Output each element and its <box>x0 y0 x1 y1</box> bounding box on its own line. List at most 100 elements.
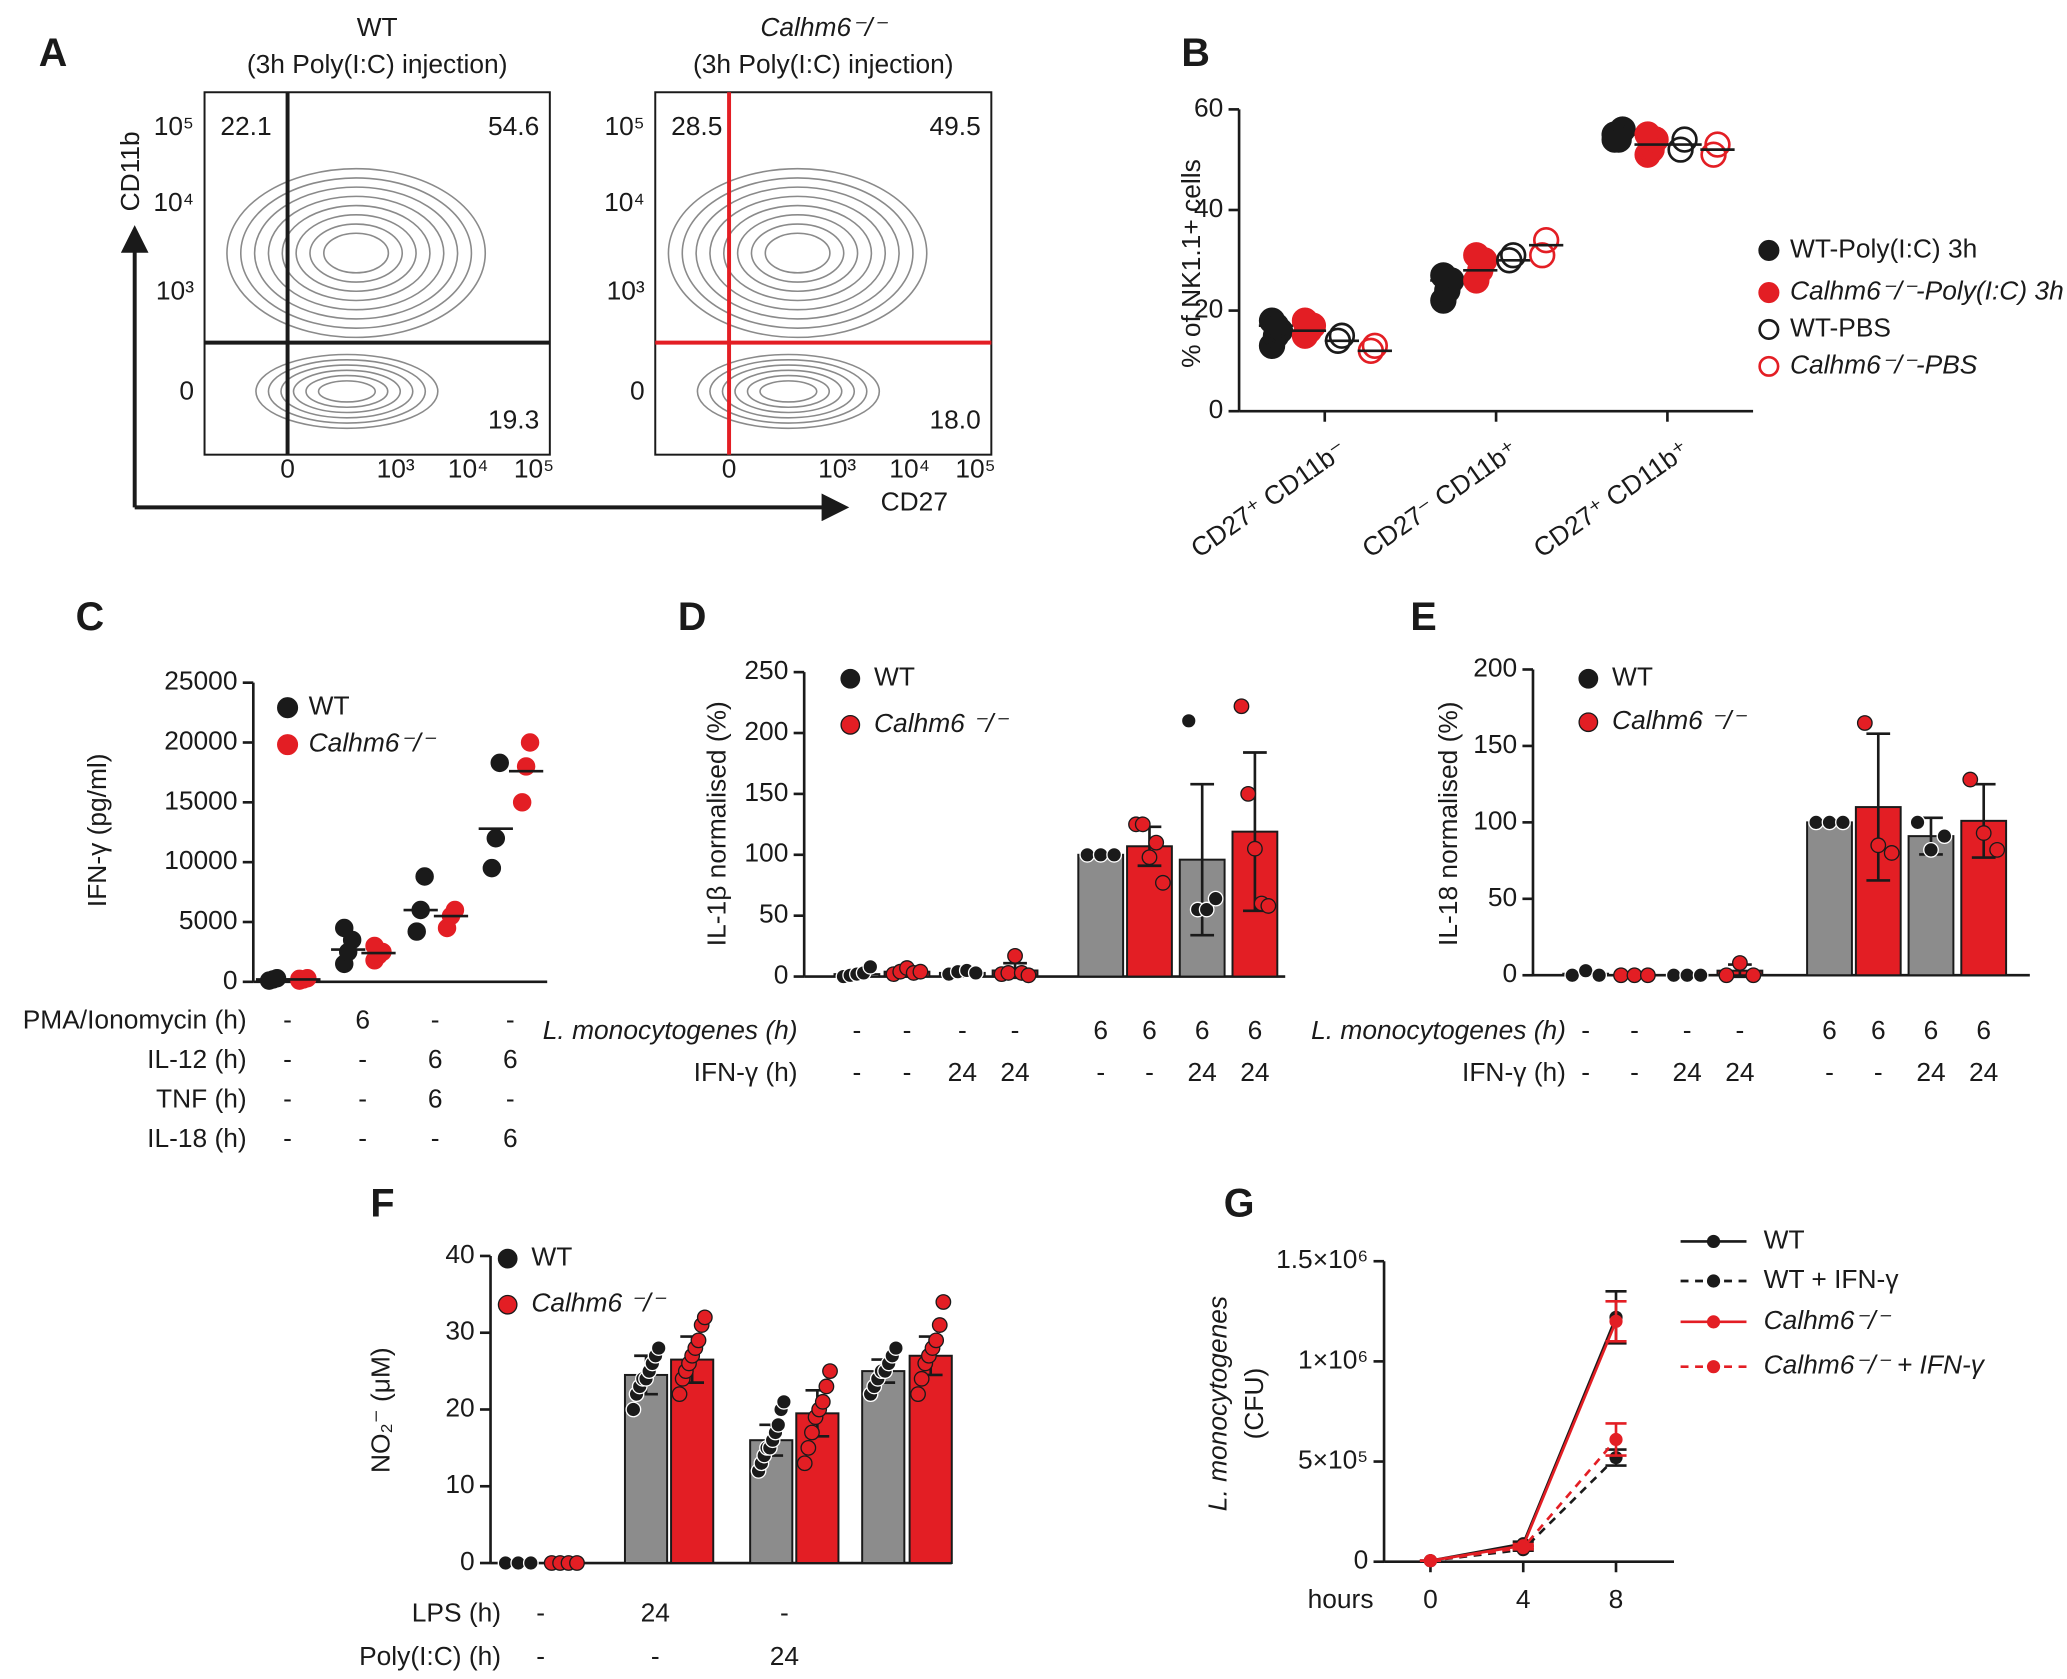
condition-value: - <box>536 1597 545 1627</box>
condition-label: IL-18 (h) <box>147 1123 247 1153</box>
condition-value: - <box>536 1641 545 1671</box>
condition-value: 6 <box>1976 1015 1991 1045</box>
condition-value: - <box>903 1015 912 1045</box>
data-point <box>1079 846 1096 863</box>
contour <box>309 223 404 283</box>
quadrant-percent: 19.3 <box>488 405 539 435</box>
y-tick-label: 1×10⁶ <box>1298 1344 1368 1374</box>
legend-label: WT-Poly(I:C) 3h <box>1790 233 1977 263</box>
condition-value: 24 <box>1188 1057 1217 1087</box>
data-point <box>1577 962 1594 979</box>
legend-marker <box>1758 282 1780 304</box>
data-point <box>1591 967 1608 984</box>
condition-value: 6 <box>355 1004 370 1034</box>
x-tick-label: CD27⁻ CD11b⁺ <box>1357 434 1524 563</box>
data-point <box>800 1439 817 1456</box>
y-axis-label: IL-18 normalised (%) <box>1433 701 1463 946</box>
data-point <box>520 733 540 752</box>
y-tick-label: 5000 <box>179 905 238 935</box>
x-tick-label: 8 <box>1609 1584 1624 1614</box>
data-point <box>690 1332 707 1349</box>
x-tick-label: 10⁵ <box>514 453 554 483</box>
y-tick-label: 0 <box>179 376 194 406</box>
data-point <box>625 1401 642 1418</box>
y-tick-label: 0 <box>1354 1545 1369 1575</box>
data-point <box>1240 785 1257 802</box>
contour <box>709 195 887 311</box>
plot-title: Calhm6⁻/⁻ <box>760 12 888 42</box>
condition-value: 24 <box>641 1597 670 1627</box>
contour <box>267 358 427 424</box>
data-point <box>1106 846 1123 863</box>
y-tick-label: 150 <box>1473 729 1517 759</box>
data-point <box>1731 955 1748 971</box>
data-point <box>1989 841 2006 858</box>
plot-frame <box>203 91 551 456</box>
legend-label: Calhm6⁻/⁻-Poly(I:C) 3h <box>1790 276 2064 306</box>
y-tick-label: 20 <box>1194 294 1223 324</box>
data-point <box>1463 242 1490 269</box>
bar <box>1806 821 1853 977</box>
y-tick-label: 10⁵ <box>604 111 644 141</box>
data-point <box>1679 967 1696 984</box>
data-point <box>1141 849 1158 866</box>
x-tick-label: 4 <box>1516 1584 1531 1614</box>
data-point <box>696 1309 713 1326</box>
data-point <box>1613 967 1629 984</box>
data-point <box>1092 846 1109 863</box>
contour <box>759 380 818 403</box>
bar <box>1077 853 1125 978</box>
contour <box>323 232 390 274</box>
legend-label: Calhm6⁻/⁻-PBS <box>1790 349 1978 379</box>
data-point <box>1134 816 1151 833</box>
panel-letter: D <box>678 595 707 639</box>
condition-value: - <box>283 1004 292 1034</box>
y-tick-label: 15000 <box>164 785 237 815</box>
y-tick-label: 50 <box>759 899 788 929</box>
data-point <box>1198 901 1215 918</box>
panel-letter: F <box>370 1181 394 1225</box>
condition-value: - <box>853 1057 862 1087</box>
legend-label: Calhm6⁻/⁻ + IFN-γ <box>1764 1350 1986 1380</box>
legend-label: Calhm6⁻/⁻ <box>309 728 437 758</box>
data-point <box>935 1294 952 1310</box>
legend-marker <box>840 714 861 735</box>
condition-value: 6 <box>428 1083 443 1113</box>
y-axis-label: IFN-γ (pg/ml) <box>82 753 112 907</box>
condition-value: - <box>1825 1057 1834 1087</box>
data-point <box>1020 967 1037 984</box>
quadrant-percent: 49.5 <box>930 111 981 141</box>
data-point <box>1745 967 1762 984</box>
data-point <box>888 1340 904 1356</box>
condition-value: 24 <box>1000 1057 1029 1087</box>
data-point <box>910 1386 926 1403</box>
data-point <box>1821 814 1838 831</box>
contour <box>295 214 417 293</box>
condition-value: 24 <box>1725 1057 1754 1087</box>
legend-marker <box>1578 712 1599 733</box>
data-point <box>1246 840 1263 857</box>
data-point <box>775 1393 792 1410</box>
condition-value: - <box>1736 1015 1745 1045</box>
contour <box>721 364 856 419</box>
condition-value: - <box>780 1597 789 1627</box>
data-point <box>512 793 532 812</box>
y-tick-label: 10 <box>445 1469 474 1499</box>
data-point <box>522 1555 539 1571</box>
data-point <box>569 1555 585 1571</box>
condition-label: Poly(I:C) (h) <box>359 1641 501 1671</box>
y-tick-label: 0 <box>630 376 645 406</box>
data-point <box>1609 1314 1623 1328</box>
legend-marker <box>1758 239 1780 261</box>
condition-value: 6 <box>428 1044 443 1074</box>
data-point <box>1148 834 1165 851</box>
legend-label: WT <box>1764 1224 1805 1254</box>
data-point <box>1500 242 1527 269</box>
plot-subtitle: (3h Poly(I:C) injection) <box>247 49 508 79</box>
contour <box>723 204 873 302</box>
contour <box>305 374 389 409</box>
plot-title: WT <box>357 12 398 42</box>
y-tick-label: 200 <box>1473 652 1517 682</box>
y-tick-label: 40 <box>1194 193 1223 223</box>
